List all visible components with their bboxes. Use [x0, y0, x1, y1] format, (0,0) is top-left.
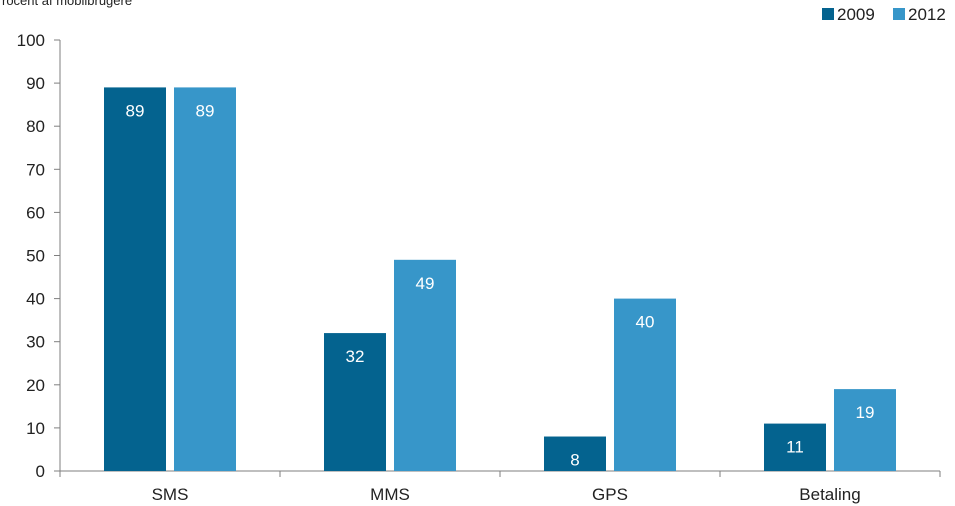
y-tick-label: 90 [26, 74, 45, 93]
y-tick-label: 30 [26, 333, 45, 352]
bars [104, 87, 896, 471]
bar [834, 389, 896, 471]
x-tick-label: Betaling [799, 485, 860, 504]
data-label: 89 [126, 101, 145, 120]
y-tick-label: 80 [26, 117, 45, 136]
y-tick-label: 60 [26, 203, 45, 222]
data-label: 11 [786, 438, 804, 457]
data-labels: 89 89 32 49 8 40 11 19 [126, 101, 875, 469]
x-tick-label: MMS [370, 485, 410, 504]
bar [104, 87, 166, 471]
y-tick-label: 40 [26, 290, 45, 309]
data-label: 40 [636, 313, 655, 332]
y-tick-label: 100 [17, 31, 45, 50]
y-tick-label: 10 [26, 419, 45, 438]
data-label: 32 [346, 347, 365, 366]
y-tick-label: 20 [26, 376, 45, 395]
bar [614, 298, 676, 471]
data-label: 89 [196, 101, 215, 120]
legend-swatch [893, 8, 905, 20]
y-axis-label: rocent af mobilbrugere [2, 0, 132, 8]
y-tick-label: 0 [36, 462, 45, 481]
y-axis: 0 10 20 30 40 50 60 70 80 90 100 [17, 31, 61, 481]
data-label: 49 [416, 274, 435, 293]
y-tick-label: 70 [26, 160, 45, 179]
x-axis: SMS MMS GPS Betaling [59, 470, 941, 504]
legend: 2009 2012 [822, 5, 946, 24]
legend-label: 2012 [908, 5, 946, 24]
x-tick-label: GPS [592, 485, 628, 504]
y-tick-label: 50 [26, 247, 45, 266]
bar [544, 436, 606, 471]
data-label: 19 [856, 403, 875, 422]
bar [174, 87, 236, 471]
bar [764, 423, 826, 471]
x-tick-label: SMS [152, 485, 189, 504]
data-label: 8 [570, 451, 579, 470]
bar [394, 259, 456, 471]
legend-swatch [822, 8, 834, 20]
bar [324, 333, 386, 471]
legend-label: 2009 [837, 5, 875, 24]
